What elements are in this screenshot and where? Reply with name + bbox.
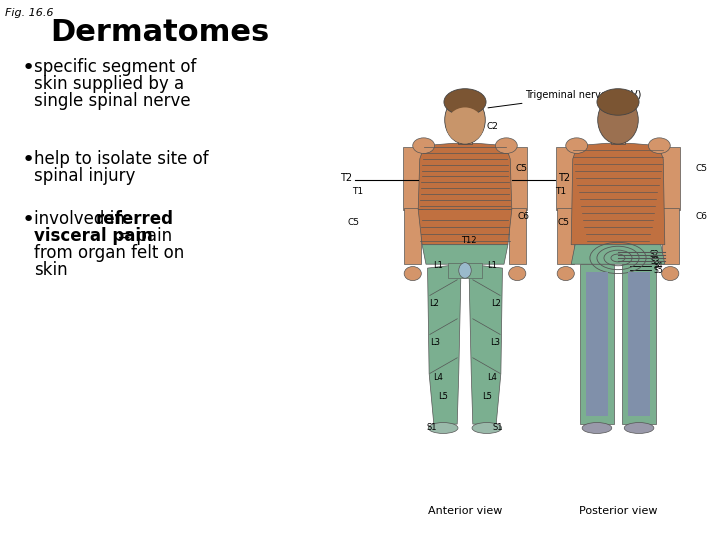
Text: L2: L2 [491,299,501,308]
Text: S4: S4 [653,261,662,270]
Text: referred: referred [96,210,174,228]
Text: Posterior view: Posterior view [579,506,657,516]
Text: C5: C5 [516,164,528,173]
Text: T1: T1 [555,187,566,196]
Text: C6: C6 [518,212,530,221]
Ellipse shape [649,138,670,153]
Ellipse shape [428,422,458,434]
Text: L3: L3 [490,338,500,347]
Ellipse shape [508,267,526,281]
FancyBboxPatch shape [508,147,526,210]
Text: skin supplied by a: skin supplied by a [34,75,184,93]
Ellipse shape [472,422,502,434]
Text: L3: L3 [431,338,441,347]
Ellipse shape [582,422,612,434]
FancyBboxPatch shape [586,272,608,416]
Text: T1: T1 [352,187,363,196]
FancyBboxPatch shape [628,272,650,416]
Ellipse shape [444,89,486,115]
Text: •: • [22,58,35,78]
Text: L4: L4 [487,373,498,382]
Ellipse shape [459,262,472,278]
Text: help to isolate site of: help to isolate site of [34,150,209,168]
FancyBboxPatch shape [403,147,422,210]
Text: single spinal nerve: single spinal nerve [34,92,191,110]
Text: T2: T2 [340,173,352,183]
Text: L1: L1 [433,261,443,270]
Text: S5: S5 [653,266,662,275]
Ellipse shape [624,422,654,434]
Text: S3: S3 [651,256,660,266]
Text: Fig. 16.6: Fig. 16.6 [5,8,53,18]
Text: Dermatomes: Dermatomes [50,18,269,47]
Ellipse shape [557,267,575,281]
Text: from organ felt on: from organ felt on [34,244,184,262]
Text: C6: C6 [695,212,707,221]
Ellipse shape [445,96,485,144]
Text: L2: L2 [429,299,438,308]
Ellipse shape [566,138,588,153]
Ellipse shape [404,267,421,281]
Text: S1: S1 [427,423,438,433]
Ellipse shape [413,138,435,153]
Text: L5: L5 [438,392,448,401]
FancyBboxPatch shape [404,208,421,264]
Polygon shape [422,245,508,264]
Ellipse shape [495,138,517,153]
FancyBboxPatch shape [622,264,656,424]
Text: C2: C2 [486,122,498,131]
Text: spinal injury: spinal injury [34,167,135,185]
FancyBboxPatch shape [662,208,679,264]
FancyBboxPatch shape [557,208,575,264]
Text: T2: T2 [558,173,570,183]
Text: C5: C5 [348,218,360,227]
FancyBboxPatch shape [661,147,680,210]
Polygon shape [469,264,503,424]
Polygon shape [571,245,665,264]
Text: T12: T12 [461,236,477,245]
Text: C2: C2 [612,104,624,112]
Text: Anterior view: Anterior view [428,506,502,516]
Text: •: • [22,150,35,170]
FancyBboxPatch shape [458,125,472,144]
Polygon shape [571,143,665,245]
Text: C5: C5 [696,164,708,173]
Text: S1: S1 [492,423,503,433]
Ellipse shape [597,89,639,115]
Text: S2: S2 [649,251,659,259]
Text: Trigeminal nerve (CN V): Trigeminal nerve (CN V) [488,90,642,108]
Text: specific segment of: specific segment of [34,58,197,76]
FancyBboxPatch shape [611,125,625,144]
Polygon shape [418,143,512,210]
Text: involved in: involved in [34,210,130,228]
Text: = pain: = pain [112,227,172,245]
Polygon shape [428,264,461,424]
Text: C5: C5 [557,218,569,227]
Text: L5: L5 [482,392,492,401]
FancyBboxPatch shape [580,264,614,424]
Ellipse shape [598,96,638,144]
Text: skin: skin [34,261,68,279]
Text: visceral pain: visceral pain [34,227,153,245]
FancyBboxPatch shape [557,147,575,210]
Text: •: • [22,210,35,230]
FancyBboxPatch shape [448,262,482,278]
Text: L1: L1 [487,261,498,270]
Ellipse shape [662,267,679,281]
Ellipse shape [446,107,484,143]
FancyBboxPatch shape [508,208,526,264]
Text: L4: L4 [433,373,443,382]
Polygon shape [418,210,512,245]
